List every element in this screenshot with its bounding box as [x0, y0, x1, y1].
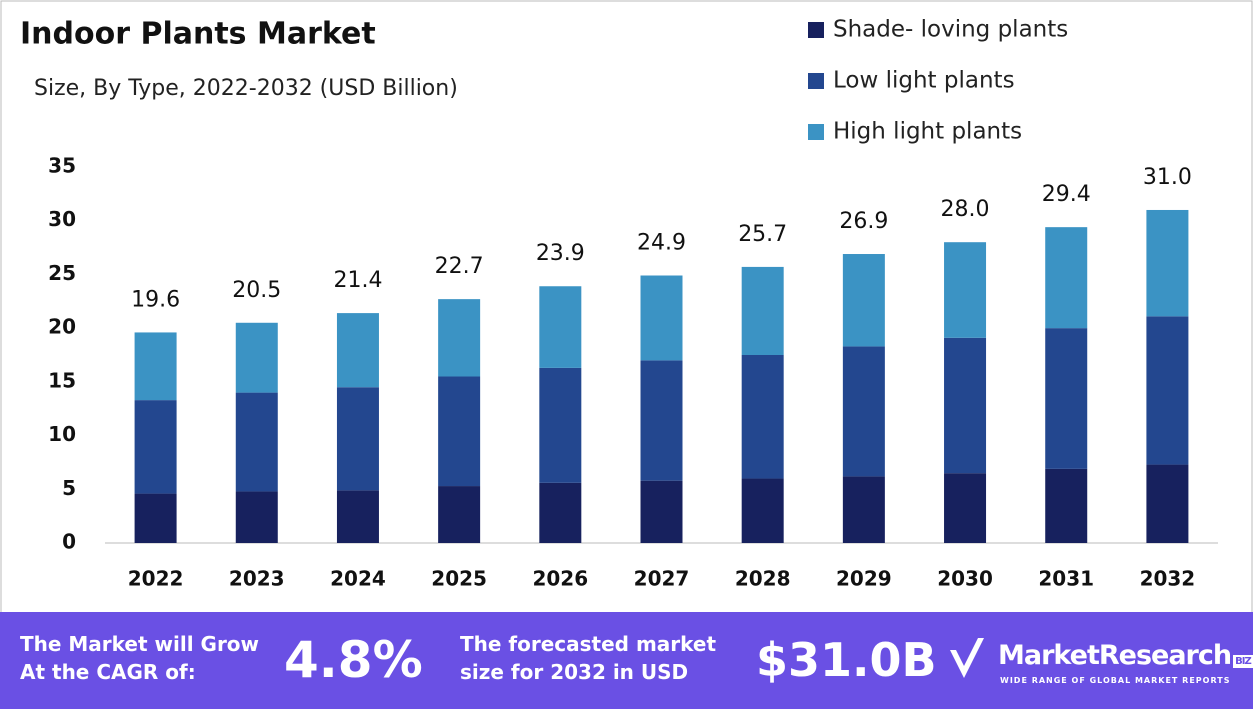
x-tick-label: 2029 [836, 567, 892, 591]
brand-tagline: WIDE RANGE OF GLOBAL MARKET REPORTS [1000, 676, 1231, 685]
bar-segment [134, 493, 177, 543]
total-label: 26.9 [839, 209, 888, 234]
bar-segment [944, 242, 987, 338]
bar-segment [842, 476, 885, 543]
bar-segment [741, 478, 784, 543]
bar-segment [741, 355, 784, 479]
x-tick-label: 2025 [431, 567, 487, 591]
bar-segment [235, 392, 278, 492]
bar-segment [640, 360, 683, 481]
bar-segment [944, 337, 987, 474]
x-tick-label: 2028 [735, 567, 791, 591]
bar-segment [1045, 328, 1088, 469]
legend-swatch [808, 73, 824, 89]
chart-title: Indoor Plants Market [20, 17, 376, 52]
total-label: 31.0 [1143, 165, 1192, 190]
bar-segment [640, 275, 683, 361]
x-tick-label: 2032 [1140, 567, 1196, 591]
total-label: 20.5 [232, 278, 281, 303]
x-tick-label: 2022 [128, 567, 184, 591]
brand-icon [950, 638, 984, 678]
bar-segment [134, 332, 177, 401]
bar-segment [539, 286, 582, 368]
bar-segment [640, 480, 683, 543]
legend-label: Shade- loving plants [833, 17, 1068, 43]
y-tick-label: 20 [48, 315, 76, 339]
bar-segment [842, 254, 885, 347]
y-tick-label: 30 [48, 207, 76, 231]
brand-name: MarketResearch [998, 640, 1232, 671]
y-tick-label: 25 [48, 261, 76, 285]
bar-segment [336, 313, 379, 388]
brand: MarketResearch BIZ [998, 640, 1253, 671]
bar-segment [1146, 464, 1189, 543]
bar-segment [1146, 209, 1189, 317]
bar-segment [1045, 468, 1088, 543]
y-tick-label: 0 [62, 530, 76, 554]
legend-label: Low light plants [833, 68, 1015, 94]
total-label: 29.4 [1042, 182, 1091, 207]
bar-segment [944, 473, 987, 543]
total-label: 25.7 [738, 222, 787, 247]
legend-label: High light plants [833, 119, 1022, 145]
footer-band [0, 612, 1253, 709]
x-tick-label: 2031 [1038, 567, 1094, 591]
cagr-text: The Market will Grow At the CAGR of: [20, 632, 260, 684]
bar-segment [438, 299, 481, 377]
x-tick-label: 2027 [634, 567, 690, 591]
y-tick-label: 10 [48, 422, 76, 446]
legend-swatch [808, 22, 824, 38]
brand-suffix: BIZ [1233, 655, 1253, 668]
legend-swatch [808, 124, 824, 140]
bar-segment [336, 387, 379, 491]
forecast-value: $31.0B [756, 633, 937, 687]
y-tick-label: 35 [48, 154, 76, 178]
total-label: 22.7 [435, 254, 484, 279]
y-tick-label: 5 [62, 476, 76, 500]
bar-segment [235, 322, 278, 393]
cagr-value: 4.8% [284, 631, 423, 689]
bar-segment [539, 367, 582, 483]
bar-segment [438, 376, 481, 487]
y-tick-label: 15 [48, 368, 76, 392]
x-tick-label: 2030 [937, 567, 993, 591]
forecast-text: The forecasted market size for 2032 in U… [460, 632, 717, 684]
bar-segment [1045, 227, 1088, 329]
x-tick-label: 2024 [330, 567, 386, 591]
total-label: 24.9 [637, 231, 686, 256]
total-label: 21.4 [333, 268, 382, 293]
bar-segment [1146, 316, 1189, 465]
chart-subtitle: Size, By Type, 2022-2032 (USD Billion) [34, 76, 458, 101]
bar-segment [741, 266, 784, 355]
bar-segment [539, 482, 582, 543]
x-tick-label: 2026 [532, 567, 588, 591]
bar-segment [134, 400, 177, 494]
bar-segment [438, 486, 481, 543]
total-label: 19.6 [131, 287, 180, 312]
total-label: 28.0 [941, 197, 990, 222]
total-label: 23.9 [536, 241, 585, 266]
bar-segment [235, 491, 278, 543]
bar-segment [842, 346, 885, 477]
bar-segment [336, 490, 379, 543]
chart-frame [0, 0, 1253, 614]
x-tick-label: 2023 [229, 567, 285, 591]
